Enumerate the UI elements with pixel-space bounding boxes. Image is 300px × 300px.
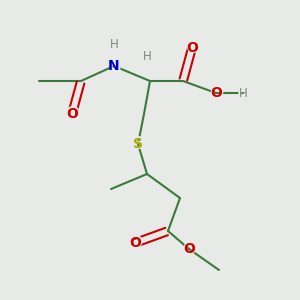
Text: H: H: [237, 85, 249, 100]
Text: N: N: [107, 57, 121, 75]
Text: H: H: [110, 38, 118, 52]
Text: S: S: [133, 137, 143, 151]
Text: N: N: [108, 59, 120, 73]
Text: O: O: [209, 84, 223, 102]
Text: H: H: [141, 50, 153, 64]
Text: O: O: [186, 41, 198, 55]
Text: O: O: [65, 105, 79, 123]
Text: S: S: [132, 135, 144, 153]
Text: O: O: [210, 86, 222, 100]
Text: O: O: [128, 234, 142, 252]
Text: O: O: [183, 242, 195, 256]
Text: H: H: [108, 38, 120, 52]
Text: O: O: [182, 240, 196, 258]
Text: O: O: [129, 236, 141, 250]
Text: H: H: [238, 86, 247, 100]
Text: O: O: [66, 107, 78, 121]
Text: H: H: [142, 50, 152, 64]
Text: O: O: [185, 39, 199, 57]
